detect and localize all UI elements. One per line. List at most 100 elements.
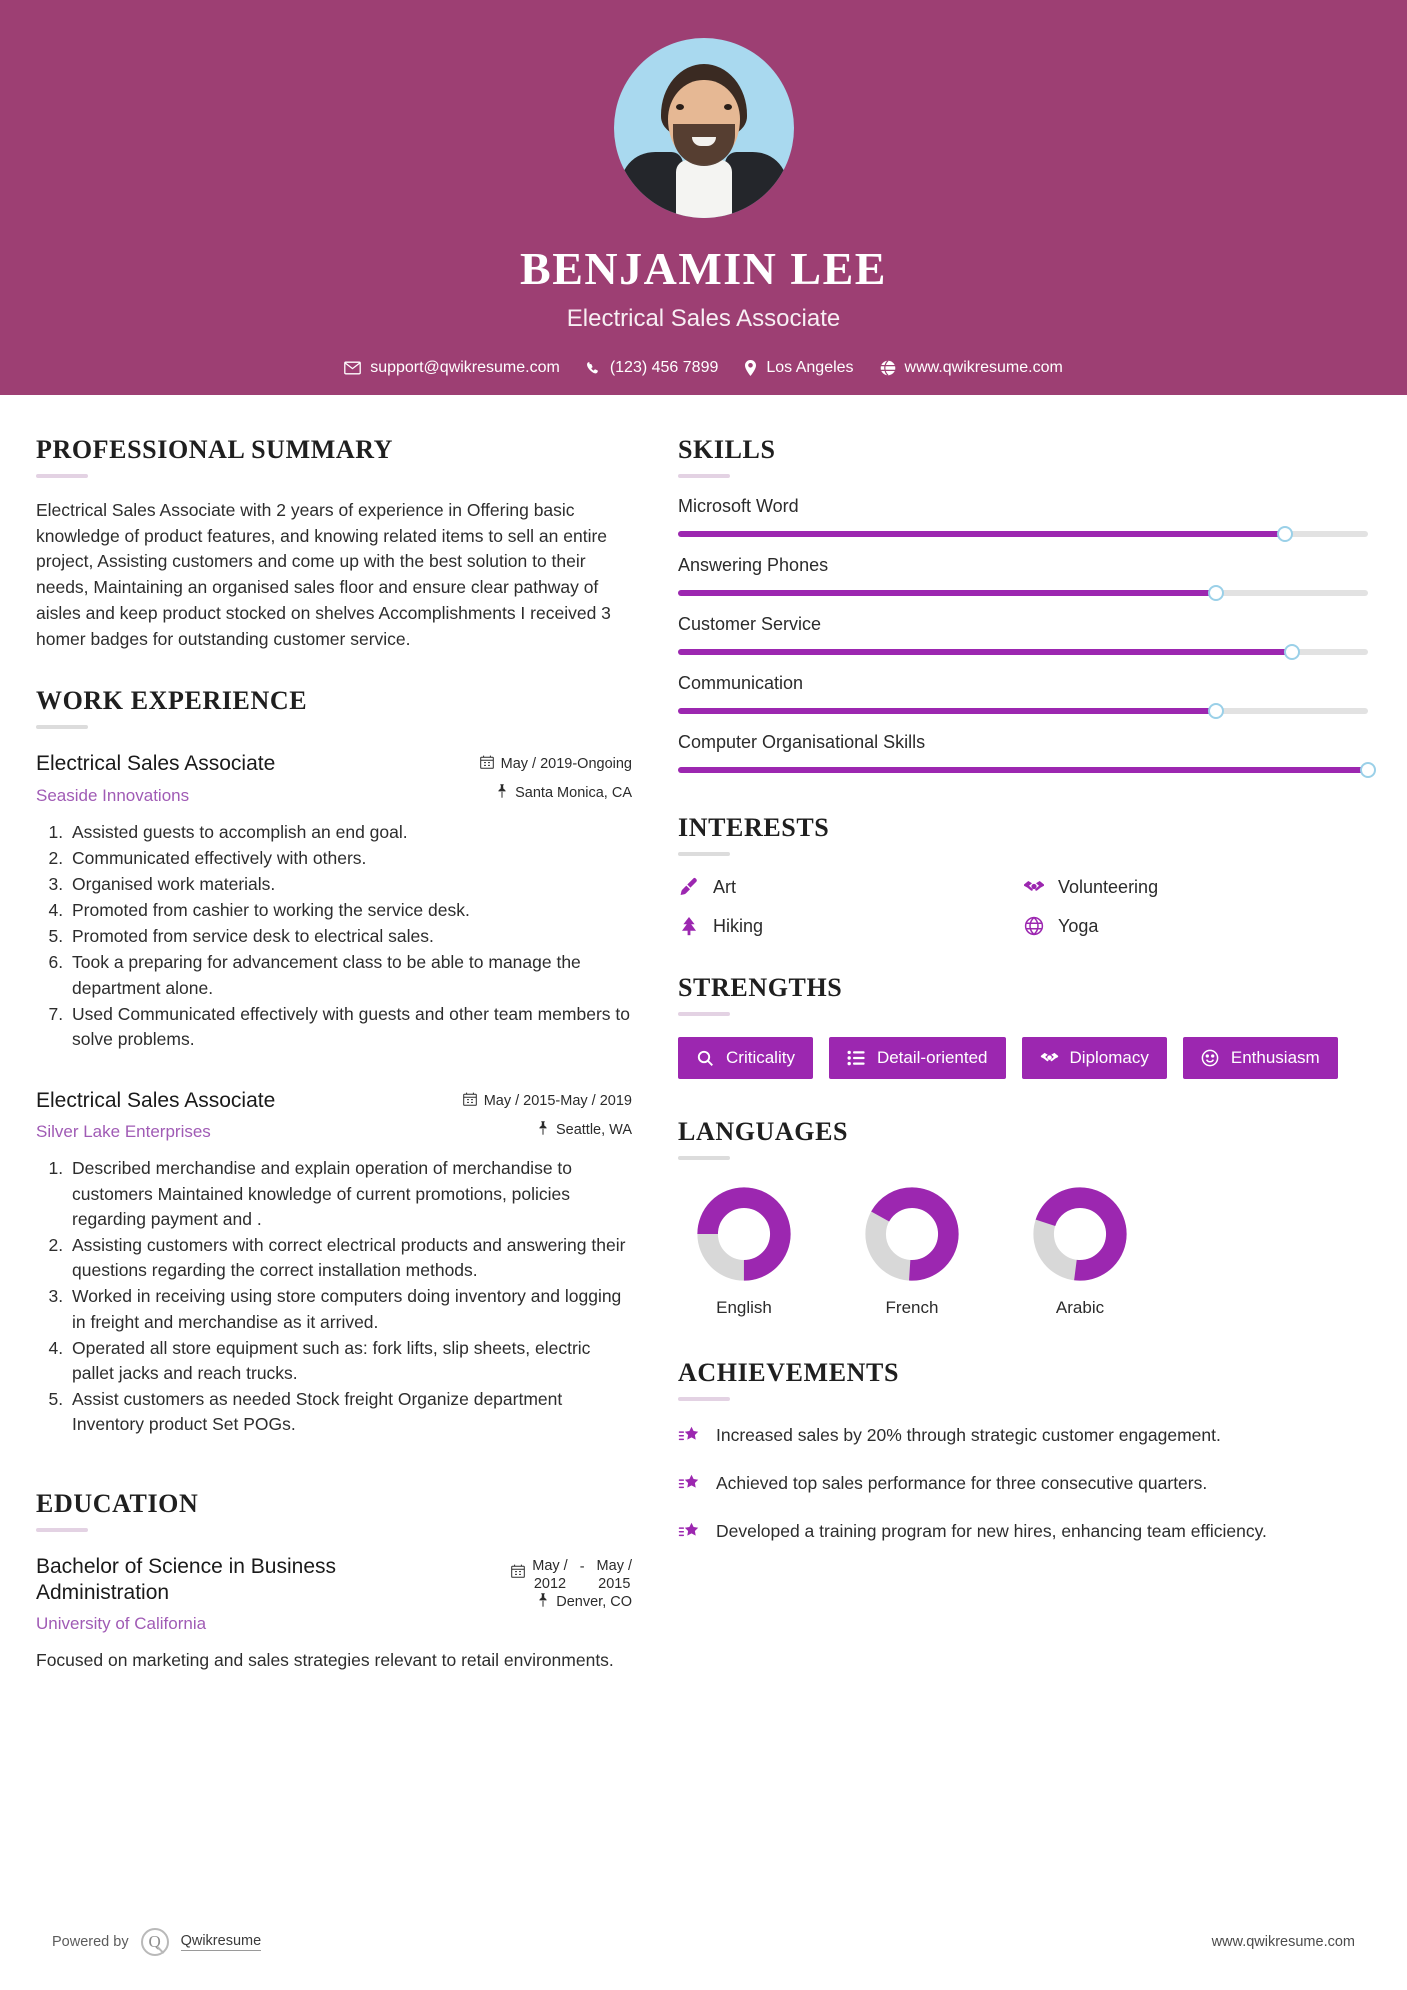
pushpin-icon [537,1121,549,1139]
skill-row: Communication [678,673,1368,719]
list-item: Developed a training program for new hir… [678,1519,1368,1547]
achievement-text: Developed a training program for new hir… [716,1521,1267,1541]
education-start-date: May / 2012 [532,1558,567,1592]
globe-icon [880,360,896,376]
interest-label: Volunteering [1058,876,1159,897]
contact-phone-text: (123) 456 7899 [609,359,719,376]
handshake-icon [1023,876,1045,898]
strength-label: Enthusiasm [1230,1048,1320,1067]
section-title: LANGUAGES [678,1117,849,1146]
contact-website[interactable]: www.qwikresume.com [872,359,1071,377]
list-item: Promoted from cashier to working the ser… [68,898,632,923]
skill-slider[interactable] [678,585,1368,601]
section-interests: INTERESTS Art [678,813,1368,937]
section-rule [678,1156,730,1160]
work-role: Electrical Sales Associate [36,752,276,776]
lotus-icon [1023,915,1045,937]
section-title: STRENGTHS [678,973,843,1002]
list-item: Took a preparing for advancement class t… [68,950,632,1000]
strength-badge-enthusiasm: Enthusiasm [1182,1037,1338,1079]
avatar-shirt [675,160,732,218]
education-dates: May / 2012 - May / 2015 [511,1558,632,1592]
section-title: WORK EXPERIENCE [36,686,308,716]
skill-row: Computer Organisational Skills [678,732,1376,778]
interest-item-volunteering: Volunteering [1023,876,1368,898]
skill-row: Microsoft Word [678,496,1368,542]
interest-label: Art [713,876,737,897]
resume-body: PROFESSIONAL SUMMARY Electrical Sales As… [0,395,1407,1673]
work-location-text: Seattle, WA [555,1122,632,1139]
education-end-date: May / 2015 [597,1558,632,1592]
strengths-list: Criticality Detail-oriented [678,1037,1368,1079]
list-item: Organised work materials. [68,872,632,897]
education-school[interactable]: University of California [36,1613,207,1633]
education-start-year: 2012 [533,1575,567,1592]
interests-grid: Art Volunteering [678,876,1368,937]
avatar-eye-left [675,104,684,110]
skill-knob[interactable] [1208,585,1225,601]
work-organization[interactable]: Silver Lake Enterprises [36,1122,211,1142]
strength-label: Criticality [726,1048,795,1067]
skill-fill [678,767,1368,773]
star-badge-icon [678,1423,702,1451]
section-education: EDUCATION Bachelor of Science in Busines… [36,1489,632,1673]
education-date-dash: - [579,1559,585,1576]
footer-website[interactable]: www.qwikresume.com [1211,1934,1355,1950]
work-dates: May / 2019-Ongoing [479,755,632,773]
achievement-text: Increased sales by 20% through strategic… [716,1425,1221,1445]
contact-row: support@qwikresume.com (123) 456 7899 Lo… [0,359,1407,377]
list-item: Described merchandise and explain operat… [68,1156,632,1232]
skill-label: Microsoft Word [678,496,799,516]
map-pin-icon [744,360,757,376]
education-start-month: May / [532,1558,568,1575]
work-organization[interactable]: Seaside Innovations [36,785,190,805]
strength-label: Detail-oriented [876,1048,988,1067]
list-item: Used Communicated effectively with guest… [68,1002,632,1052]
education-description: Focused on marketing and sales strategie… [36,1649,614,1670]
pushpin-icon [496,784,508,802]
work-duties-list: Described merchandise and explain operat… [36,1156,632,1437]
star-badge-icon [678,1471,702,1499]
qwikresume-brand-link[interactable]: Qwikresume [180,1933,262,1951]
education-end-year: 2015 [598,1575,631,1592]
skill-knob[interactable] [1277,526,1294,542]
contact-location[interactable]: Los Angeles [736,359,861,377]
contact-location-text: Los Angeles [766,359,854,376]
work-role: Electrical Sales Associate [36,1089,276,1113]
list-item: Operated all store equipment such as: fo… [68,1336,632,1386]
calendar-icon [462,1092,477,1110]
skill-slider[interactable] [678,703,1368,719]
skill-row: Answering Phones [678,555,1368,601]
summary-text: Electrical Sales Associate with 2 years … [36,500,611,649]
skill-knob[interactable] [1360,762,1376,778]
work-entry-meta: May / 2019-Ongoing Santa Monica, CA [479,751,632,802]
contact-phone[interactable]: (123) 456 7899 [578,359,727,377]
skill-knob[interactable] [1284,644,1301,660]
skill-slider[interactable] [678,526,1368,542]
contact-email[interactable]: support@qwikresume.com [336,359,568,377]
skill-knob[interactable] [1208,703,1225,719]
section-rule [36,1528,88,1533]
work-location-text: Santa Monica, CA [515,785,632,802]
powered-by: Powered by Q Qwikresume [52,1928,262,1956]
strength-label: Diplomacy [1069,1048,1149,1067]
languages-row: English French [678,1186,1368,1318]
section-title: PROFESSIONAL SUMMARY [36,435,394,464]
skill-label: Answering Phones [678,555,829,575]
language-item-english: English [678,1186,810,1318]
candidate-name: BENJAMIN LEE [520,243,887,294]
skill-slider[interactable] [678,762,1376,778]
envelope-icon [344,361,362,375]
paintbrush-icon [678,876,700,898]
list-item: Achieved top sales performance for three… [678,1471,1368,1499]
education-entry-header: Bachelor of Science in Business Administ… [36,1554,632,1633]
skill-slider[interactable] [678,644,1368,660]
language-item-french: French [846,1186,978,1318]
work-entry-header: Electrical Sales Associate Silver Lake E… [36,1088,632,1142]
language-label: French [885,1298,939,1317]
skill-fill [678,590,1217,596]
strength-badge-criticality: Criticality [678,1037,813,1079]
work-entry: Electrical Sales Associate Seaside Innov… [36,751,632,1052]
list-item: Communicated effectively with others. [68,846,632,871]
work-dates: May / 2015-May / 2019 [462,1092,632,1110]
